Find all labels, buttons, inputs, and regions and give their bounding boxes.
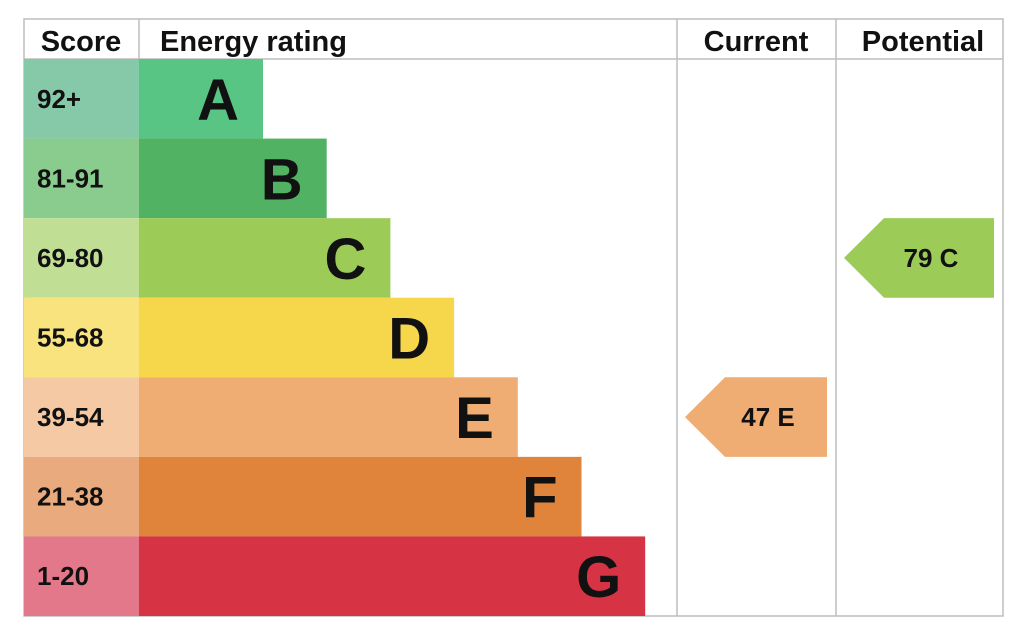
- energy-rating-header: Energy rating: [160, 26, 347, 58]
- header-row: Score Energy rating Current Potential: [41, 26, 985, 58]
- score-range-d: 55-68: [37, 323, 104, 353]
- score-range-a: 92+: [37, 84, 81, 114]
- rating-bar-d: [139, 297, 455, 378]
- rating-arrows: 47 E 79 C: [685, 218, 994, 457]
- rating-bar-e: [139, 377, 518, 457]
- score-range-e: 39-54: [37, 402, 104, 432]
- band-letter-d: D: [388, 307, 430, 372]
- band-letter-a: A: [197, 68, 239, 133]
- potential-header: Potential: [862, 26, 984, 58]
- score-cell-b: [24, 138, 139, 219]
- potential-arrow: [844, 218, 994, 298]
- band-letter-f: F: [522, 466, 557, 531]
- score-range-g: 1-20: [37, 561, 89, 591]
- score-cell-c: [24, 218, 139, 298]
- band-letter-c: C: [325, 227, 367, 292]
- band-letter-g: G: [576, 545, 621, 610]
- current-rating-label: 47 E: [741, 402, 795, 432]
- rating-bar-c: [139, 218, 391, 298]
- band-letter-b: B: [261, 147, 303, 212]
- score-range-c: 69-80: [37, 243, 104, 273]
- current-header: Current: [704, 26, 809, 58]
- rating-bar-f: [139, 456, 582, 537]
- potential-rating-label: 79 C: [904, 243, 959, 273]
- rating-bar-a: [139, 59, 263, 139]
- rating-bar-b: [139, 138, 327, 219]
- band-letter-e: E: [455, 386, 494, 451]
- score-range-f: 21-38: [37, 482, 104, 512]
- score-range-b: 81-91: [37, 163, 104, 193]
- score-cell-d: [24, 297, 139, 378]
- rating-bands: 92+ A 81-91 B 69-80 C 55-68 D 39-54 E 21-38 F 1-20 G: [24, 59, 646, 616]
- score-header: Score: [41, 26, 122, 58]
- score-cell-f: [24, 456, 139, 537]
- score-cell-g: [24, 536, 139, 616]
- score-cell-a: [24, 59, 139, 139]
- rating-bar-g: [139, 536, 646, 616]
- current-arrow: [685, 377, 827, 457]
- score-cell-e: [24, 377, 139, 457]
